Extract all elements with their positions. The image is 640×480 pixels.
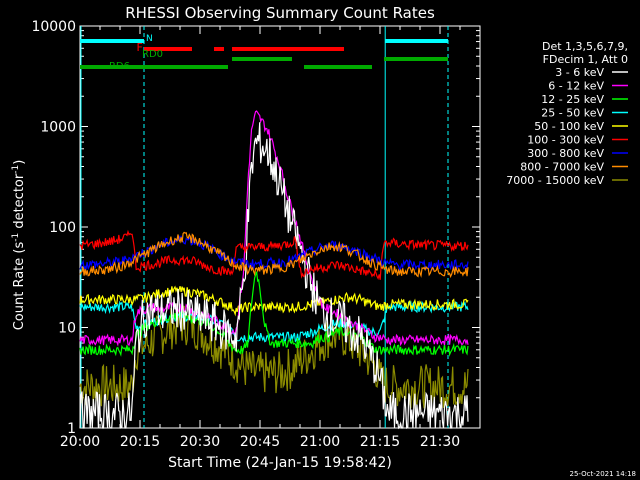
y-axis-label: Count Rate (s-1 detector-1)	[11, 160, 27, 331]
series-line	[79, 231, 469, 279]
series-line	[79, 271, 469, 357]
x-tick-label: 21:30	[420, 434, 460, 450]
x-tick-label: 20:15	[120, 434, 160, 450]
y-axis-label-part: )	[12, 160, 27, 165]
series-line	[79, 122, 469, 430]
x-tick-label: 20:00	[60, 434, 100, 450]
legend-entry-label: 100 - 300 keV	[527, 134, 604, 147]
legend-entry-label: 25 - 50 keV	[541, 107, 604, 120]
y-tick-label: 10000	[31, 19, 76, 35]
x-tick-label: 20:45	[240, 434, 280, 450]
y-tick-label: 1000	[40, 120, 76, 136]
flag-label: RD6	[109, 61, 130, 72]
y-axis-label-exponent: -1	[11, 165, 21, 174]
series-line	[79, 110, 469, 347]
series-line	[79, 285, 469, 317]
series-line	[79, 304, 469, 409]
x-axis: 20:00 20:15 20:30 20:45 21:00 21:15 21:30	[60, 26, 461, 450]
y-axis-label-part: detector	[12, 173, 27, 233]
legend-entry-label: 800 - 7000 keV	[520, 161, 604, 174]
legend-entry-label: 7000 - 15000 keV	[506, 174, 604, 187]
legend-entry-label: 50 - 100 keV	[534, 120, 604, 133]
legend-header: FDecim 1, Att 0	[543, 53, 628, 66]
y-tick-label: 10	[58, 321, 76, 337]
legend-header: Det 1,3,5,6,7,9,	[542, 40, 628, 53]
x-tick-label: 21:15	[360, 434, 400, 450]
y-axis-label-exponent: -1	[11, 233, 21, 242]
series-group	[79, 110, 469, 430]
legend-entry-label: 6 - 12 keV	[548, 80, 604, 93]
generated-timestamp: 25-Oct-2021 14:18	[570, 470, 636, 478]
series-line	[79, 229, 469, 281]
flag-label: N	[146, 34, 153, 44]
chart-title: RHESSI Observing Summary Count Rates	[125, 4, 435, 22]
x-axis-label: Start Time (24-Jan-15 19:58:42)	[168, 455, 392, 471]
x-tick-label: 21:00	[300, 434, 340, 450]
y-tick-label: 1	[67, 421, 76, 437]
legend-entry-label: 12 - 25 keV	[541, 93, 604, 106]
vertical-markers	[80, 26, 449, 428]
flag-label: F	[136, 41, 142, 54]
x-tick-label: 20:30	[180, 434, 220, 450]
legend-entry-label: 3 - 6 keV	[555, 66, 604, 79]
legend: Det 1,3,5,6,7,9,FDecim 1, Att 03 - 6 keV…	[506, 40, 628, 187]
flag-label: RD0	[142, 49, 163, 60]
y-tick-label: 100	[49, 220, 76, 236]
y-axis-label-part: Count Rate (s	[12, 242, 27, 331]
legend-entry-label: 300 - 800 keV	[527, 147, 604, 160]
